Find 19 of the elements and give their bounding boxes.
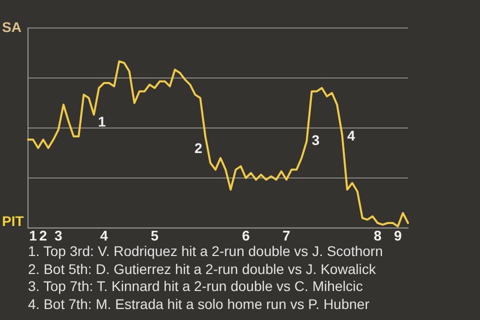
annotation: 1	[98, 114, 106, 130]
text: 3. Top 7th: T. Kinnard hit a 2-run double vs C. Mihelcic	[28, 278, 364, 296]
x-tick-label: 1	[29, 227, 38, 244]
x-tick-label: 8	[374, 227, 382, 244]
x-tick-label: 7	[282, 227, 290, 244]
x-tick-label: 4	[100, 227, 108, 244]
text: 4. Bot 7th: M. Estrada hit a solo home run vs P. Hubner	[28, 296, 370, 313]
text: SA	[2, 18, 22, 35]
x-tick-label: 9	[394, 227, 402, 244]
x-tick-label: 3	[54, 227, 62, 244]
x-tick-label: 5	[150, 227, 159, 244]
x-tick-label: 2	[39, 227, 48, 244]
annotation: 2	[194, 140, 202, 156]
text: 1. Top 3rd: V. Rodriquez hit a 2-run double vs J. Scothorn	[28, 243, 383, 260]
text: 2. Bot 5th: D. Gutierrez hit a 2-run double vs J. Kowalick	[28, 260, 377, 278]
text: PIT	[2, 212, 24, 229]
annotation: 4	[347, 128, 356, 144]
annotation: 3	[312, 132, 320, 148]
x-tick-label: 6	[242, 227, 250, 244]
